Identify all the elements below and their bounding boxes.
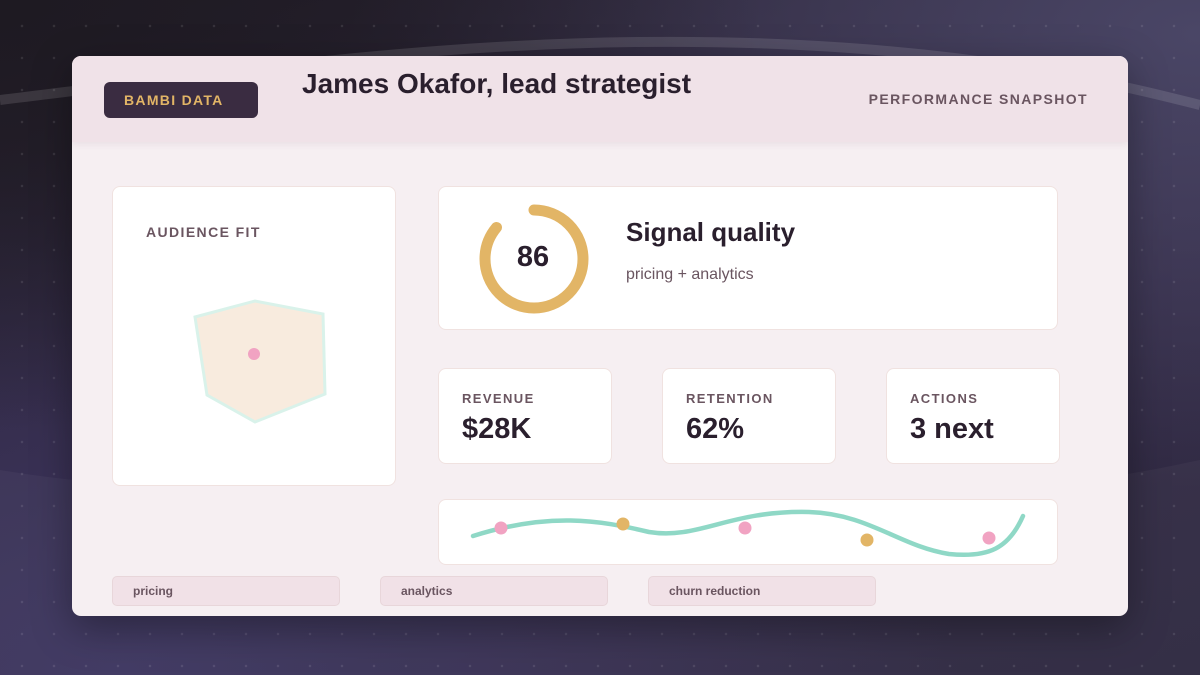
metric-label: ACTIONS — [910, 391, 979, 406]
metric-card-revenue: REVENUE $28K — [438, 368, 612, 464]
audience-fit-panel: AUDIENCE FIT — [112, 186, 396, 486]
trend-point — [616, 517, 630, 531]
metric-label: RETENTION — [686, 391, 774, 406]
tag-pricing[interactable]: pricing — [112, 576, 340, 606]
signal-score: 86 — [516, 241, 550, 273]
audience-radar-chart — [193, 299, 327, 424]
metric-value: $28K — [462, 413, 532, 445]
signal-gauge — [479, 204, 589, 314]
dashboard-header: BAMBI DATA James Okafor, lead strategist… — [72, 56, 1128, 142]
page-title: James Okafor, lead strategist — [302, 68, 692, 99]
signal-quality-panel: 86 Signal quality pricing + analytics — [438, 186, 1058, 330]
metric-card-retention: RETENTION 62% — [662, 368, 836, 464]
audience-fit-label: AUDIENCE FIT — [146, 224, 261, 240]
radar-center-dot — [248, 348, 260, 360]
metric-value: 62% — [686, 413, 745, 445]
radar-shape — [193, 299, 327, 424]
trend-panel — [438, 499, 1058, 565]
tag-churn-reduction[interactable]: churn reduction — [648, 576, 876, 606]
trend-point — [860, 533, 874, 547]
tag-analytics[interactable]: analytics — [380, 576, 608, 606]
trend-point — [738, 521, 752, 535]
gauge-arc — [479, 204, 589, 314]
dashboard-card: BAMBI DATA James Okafor, lead strategist… — [72, 56, 1128, 616]
signal-subtitle: pricing + analytics — [626, 266, 754, 283]
trend-point — [982, 531, 996, 545]
trend-sparkline — [470, 509, 1026, 558]
trend-line — [470, 509, 1026, 558]
brand-badge[interactable]: BAMBI DATA — [104, 82, 258, 118]
signal-title: Signal quality — [626, 217, 796, 247]
metric-card-actions: ACTIONS 3 next — [886, 368, 1060, 464]
section-label: PERFORMANCE SNAPSHOT — [868, 91, 1088, 107]
trend-point — [494, 521, 508, 535]
metric-value: 3 next — [910, 413, 994, 445]
metric-label: REVENUE — [462, 391, 535, 406]
